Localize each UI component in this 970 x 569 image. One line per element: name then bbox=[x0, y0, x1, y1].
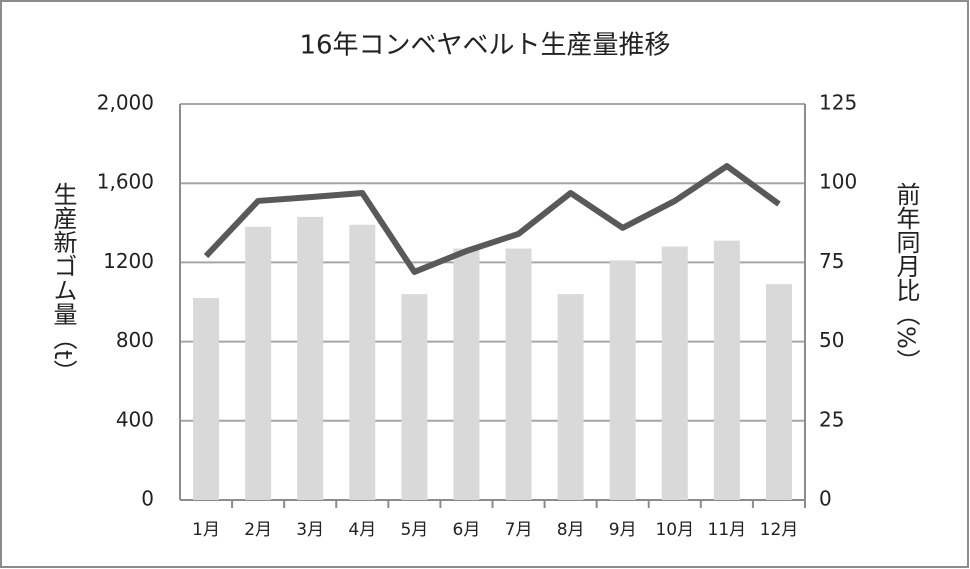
y2-tick-label: 0 bbox=[819, 487, 832, 511]
y-tick-label: 2,000 bbox=[97, 91, 154, 115]
y2-axis-label: 前年同月比（%） bbox=[892, 182, 920, 373]
x-tick-label: 3月 bbox=[296, 520, 324, 540]
x-tick-label: 4月 bbox=[348, 520, 376, 540]
y2-tick-label: 50 bbox=[819, 328, 844, 352]
bar bbox=[765, 284, 792, 500]
x-tick-label: 2月 bbox=[244, 520, 272, 540]
x-tick-label: 7月 bbox=[505, 520, 533, 540]
x-tick-label: 5月 bbox=[400, 520, 428, 540]
bar bbox=[609, 260, 636, 500]
y-tick-label: 400 bbox=[116, 407, 154, 431]
x-tick-label: 8月 bbox=[557, 520, 585, 540]
bar bbox=[193, 298, 220, 500]
bar bbox=[505, 248, 532, 500]
bar bbox=[297, 216, 324, 501]
y2-tick-label: 75 bbox=[819, 249, 844, 273]
bar bbox=[245, 226, 272, 500]
bar bbox=[453, 248, 480, 500]
line bbox=[203, 163, 781, 275]
x-tick-label: 12月 bbox=[760, 520, 799, 540]
x-tick-label: 11月 bbox=[708, 520, 747, 540]
bar bbox=[557, 294, 584, 500]
bar bbox=[661, 246, 688, 500]
y-tick-label: 1,600 bbox=[97, 170, 154, 194]
y-tick-label: 0 bbox=[141, 487, 154, 511]
bar bbox=[713, 240, 740, 500]
y2-tick-label: 25 bbox=[819, 407, 844, 431]
x-tick-label: 1月 bbox=[192, 520, 220, 540]
y2-tick-label: 100 bbox=[819, 170, 857, 194]
chart-title: 16年コンベヤベルト生産量推移 bbox=[299, 31, 670, 61]
bar bbox=[349, 224, 376, 500]
bar bbox=[401, 294, 428, 500]
y-axis-label: 生産新ゴム量（t） bbox=[49, 182, 77, 383]
y2-tick-label: 125 bbox=[819, 91, 857, 115]
x-tick-label: 10月 bbox=[655, 520, 694, 540]
y-tick-label: 1200 bbox=[103, 249, 154, 273]
x-tick-label: 6月 bbox=[453, 520, 481, 540]
x-tick-label: 9月 bbox=[609, 520, 637, 540]
y-tick-label: 800 bbox=[116, 328, 154, 352]
